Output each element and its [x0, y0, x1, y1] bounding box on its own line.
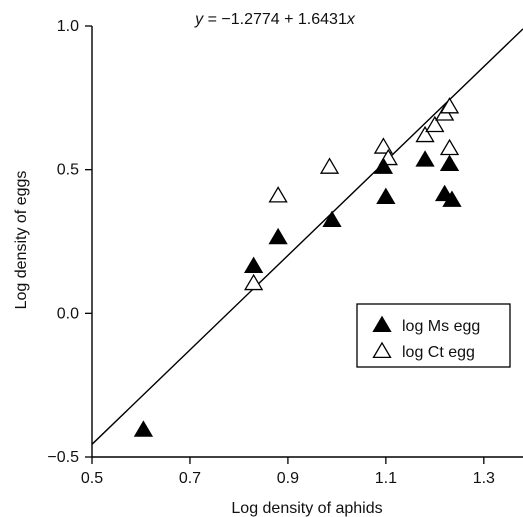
y-tick-label: 0.0 — [57, 305, 79, 322]
data-point-ms-egg — [376, 187, 396, 204]
legend: log Ms egg log Ct egg — [356, 303, 511, 368]
x-tick-label: 1.3 — [473, 470, 495, 487]
y-tick-label: 1.0 — [57, 18, 79, 35]
legend-label-ms-egg: log Ms egg — [402, 318, 480, 335]
equation-x: x — [346, 11, 356, 28]
plot-area: 0.5 0.7 0.9 1.1 1.3 −0.5 0.0 0.5 1.0 — [47, 18, 523, 487]
data-point-ms-egg — [133, 420, 154, 437]
y-tick-label: −0.5 — [47, 449, 79, 466]
x-tick-label: 0.5 — [81, 470, 103, 487]
equation-terms: = −1.2774 + 1.6431 — [203, 11, 347, 28]
data-point-ct-egg — [415, 125, 435, 143]
y-axis-title: Log density of eggs — [13, 171, 30, 310]
legend-label-ct-egg: log Ct egg — [402, 344, 475, 361]
data-point-ct-egg — [425, 115, 445, 133]
data-point-ms-egg — [373, 157, 394, 174]
data-point-ct-egg — [439, 97, 460, 114]
equation-y: y — [194, 11, 204, 28]
data-point-ms-egg — [322, 210, 342, 227]
x-tick-label: 0.7 — [179, 470, 201, 487]
x-tick-label: 0.9 — [277, 470, 299, 487]
legend-marker-ct-egg — [372, 341, 392, 359]
x-tick-label: 1.1 — [375, 470, 397, 487]
data-point-ct-egg — [373, 137, 394, 154]
y-tick-label: 0.5 — [57, 162, 79, 179]
legend-marker-ms-egg — [372, 315, 392, 333]
data-point-ms-egg — [442, 190, 462, 207]
regression-equation: y = −1.2774 + 1.6431x — [194, 11, 356, 28]
regression-line — [91, 28, 523, 445]
data-point-ms-egg — [243, 256, 264, 273]
data-point-ct-egg — [268, 186, 288, 203]
data-point-ms-egg — [268, 227, 288, 245]
legend-items: log Ms egg log Ct egg — [372, 315, 480, 361]
data-point-ms-egg — [415, 150, 435, 167]
data-point-ct-egg — [439, 138, 460, 156]
data-point-ct-egg — [319, 157, 340, 174]
data-point-ct-egg — [243, 273, 264, 291]
x-axis-title: Log density of aphids — [231, 500, 382, 517]
legend-box — [356, 303, 511, 368]
data-point-ms-egg — [439, 154, 460, 171]
